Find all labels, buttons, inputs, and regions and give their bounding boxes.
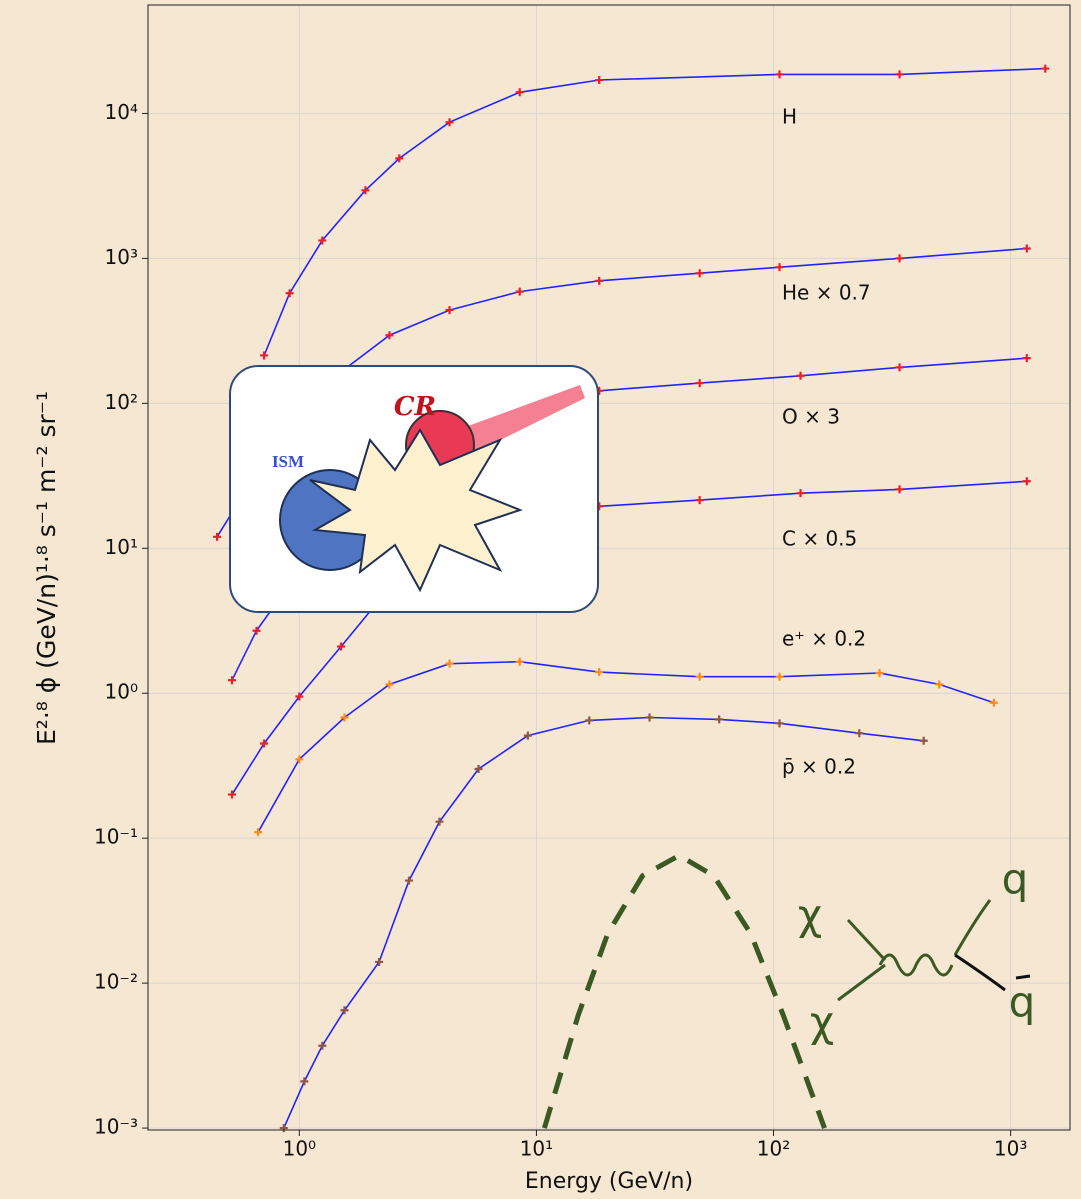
y-tick-label: 10²: [105, 390, 138, 414]
chi-label: χ: [810, 998, 834, 1047]
y-axis-label: E²·⁸ ϕ (GeV/n)¹·⁸ s⁻¹ m⁻² sr⁻¹: [32, 391, 61, 745]
x-axis-label: Energy (GeV/n): [525, 1169, 693, 1194]
x-tick-label: 10³: [994, 1137, 1027, 1161]
y-tick-label: 10⁻¹: [94, 825, 138, 849]
y-tick-label: 10⁻³: [94, 1115, 138, 1139]
y-tick-label: 10⁰: [105, 680, 138, 704]
y-tick-label: 10⁻²: [94, 970, 138, 994]
quark-label: q: [1002, 855, 1029, 904]
series-label: p̄ × 0.2: [782, 755, 856, 779]
cr-label: CR: [394, 392, 436, 422]
chart: E²·⁸ ϕ (GeV/n)¹·⁸ s⁻¹ m⁻² sr⁻¹ Energy (G…: [0, 0, 1081, 1195]
series-label: C × 0.5: [782, 527, 857, 551]
x-tick-label: 10²: [757, 1137, 790, 1161]
y-tick-label: 10⁴: [105, 100, 138, 124]
antiquark-label: q: [1009, 978, 1036, 1027]
ism-label: ISM: [272, 452, 304, 471]
series-label: He × 0.7: [782, 281, 871, 305]
series-label: e⁺ × 0.2: [782, 627, 866, 651]
x-tick-label: 10¹: [520, 1137, 553, 1161]
y-tick-label: 10¹: [105, 535, 138, 559]
x-tick-label: 10⁰: [283, 1137, 316, 1161]
chi-label: χ: [798, 891, 822, 940]
series-label: O × 3: [782, 405, 840, 429]
y-tick-label: 10³: [105, 245, 138, 269]
collision-inset: CR ISM: [230, 366, 598, 612]
series-label: H: [782, 105, 797, 129]
